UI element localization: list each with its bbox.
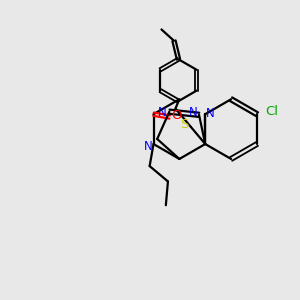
Text: Cl: Cl xyxy=(265,105,278,118)
Text: S: S xyxy=(180,118,188,131)
Text: O: O xyxy=(171,109,181,122)
Text: N: N xyxy=(144,140,153,153)
Text: N: N xyxy=(206,107,215,120)
Text: N: N xyxy=(189,106,197,119)
Text: N: N xyxy=(158,106,166,119)
